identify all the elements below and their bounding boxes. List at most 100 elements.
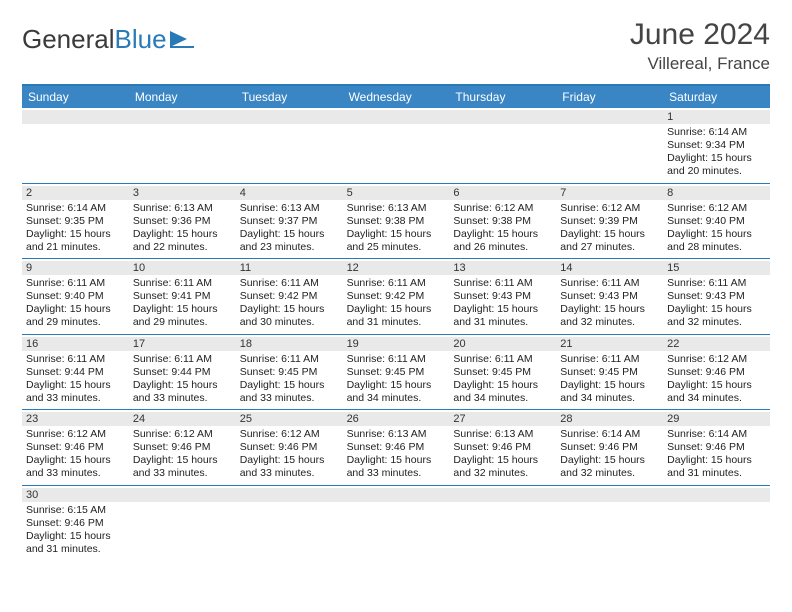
sunrise-text: Sunrise: 6:12 AM xyxy=(453,202,552,215)
daylight-text: and 31 minutes. xyxy=(667,467,766,480)
day-number: 1 xyxy=(663,110,770,124)
calendar-cell xyxy=(556,486,663,561)
daylight-text: Daylight: 15 hours xyxy=(26,303,125,316)
day-number: 16 xyxy=(22,337,129,351)
month-title: June 2024 xyxy=(630,18,770,52)
day-number: 22 xyxy=(663,337,770,351)
day-number: 20 xyxy=(449,337,556,351)
calendar-cell: 6Sunrise: 6:12 AMSunset: 9:38 PMDaylight… xyxy=(449,184,556,259)
week-row: 9Sunrise: 6:11 AMSunset: 9:40 PMDaylight… xyxy=(22,259,770,335)
day-number xyxy=(343,110,450,124)
daylight-text: and 23 minutes. xyxy=(240,241,339,254)
sunrise-text: Sunrise: 6:11 AM xyxy=(347,353,446,366)
sunrise-text: Sunrise: 6:11 AM xyxy=(26,277,125,290)
calendar-cell: 19Sunrise: 6:11 AMSunset: 9:45 PMDayligh… xyxy=(343,335,450,410)
daylight-text: Daylight: 15 hours xyxy=(133,379,232,392)
week-row: 16Sunrise: 6:11 AMSunset: 9:44 PMDayligh… xyxy=(22,335,770,411)
daylight-text: and 33 minutes. xyxy=(240,467,339,480)
daylight-text: Daylight: 15 hours xyxy=(453,303,552,316)
header: GeneralBlue June 2024 Villereal, France xyxy=(22,18,770,74)
calendar-cell: 24Sunrise: 6:12 AMSunset: 9:46 PMDayligh… xyxy=(129,410,236,485)
sunrise-text: Sunrise: 6:11 AM xyxy=(667,277,766,290)
sunset-text: Sunset: 9:38 PM xyxy=(453,215,552,228)
calendar-cell: 7Sunrise: 6:12 AMSunset: 9:39 PMDaylight… xyxy=(556,184,663,259)
day-number: 24 xyxy=(129,412,236,426)
daylight-text: Daylight: 15 hours xyxy=(240,454,339,467)
sunset-text: Sunset: 9:45 PM xyxy=(560,366,659,379)
sunrise-text: Sunrise: 6:14 AM xyxy=(667,126,766,139)
sunset-text: Sunset: 9:43 PM xyxy=(453,290,552,303)
calendar-cell: 2Sunrise: 6:14 AMSunset: 9:35 PMDaylight… xyxy=(22,184,129,259)
daylight-text: Daylight: 15 hours xyxy=(26,228,125,241)
calendar-cell: 1Sunrise: 6:14 AMSunset: 9:34 PMDaylight… xyxy=(663,108,770,183)
calendar-cell xyxy=(129,486,236,561)
sunrise-text: Sunrise: 6:14 AM xyxy=(667,428,766,441)
calendar-cell xyxy=(663,486,770,561)
calendar-cell xyxy=(22,108,129,183)
day-number xyxy=(22,110,129,124)
sunrise-text: Sunrise: 6:11 AM xyxy=(240,353,339,366)
logo-text-2: Blue xyxy=(115,24,167,55)
day-number: 26 xyxy=(343,412,450,426)
calendar-cell: 9Sunrise: 6:11 AMSunset: 9:40 PMDaylight… xyxy=(22,259,129,334)
sunrise-text: Sunrise: 6:12 AM xyxy=(667,353,766,366)
sunset-text: Sunset: 9:40 PM xyxy=(667,215,766,228)
week-row: 1Sunrise: 6:14 AMSunset: 9:34 PMDaylight… xyxy=(22,108,770,184)
sunset-text: Sunset: 9:42 PM xyxy=(347,290,446,303)
day-number: 25 xyxy=(236,412,343,426)
calendar-cell xyxy=(449,108,556,183)
daylight-text: Daylight: 15 hours xyxy=(133,303,232,316)
sunrise-text: Sunrise: 6:12 AM xyxy=(240,428,339,441)
day-number: 23 xyxy=(22,412,129,426)
daylight-text: Daylight: 15 hours xyxy=(667,228,766,241)
day-number: 2 xyxy=(22,186,129,200)
dayname: Saturday xyxy=(663,86,770,108)
sunrise-text: Sunrise: 6:11 AM xyxy=(560,277,659,290)
daylight-text: Daylight: 15 hours xyxy=(240,228,339,241)
day-number: 18 xyxy=(236,337,343,351)
daylight-text: Daylight: 15 hours xyxy=(560,454,659,467)
daylight-text: and 31 minutes. xyxy=(26,543,125,556)
sunset-text: Sunset: 9:46 PM xyxy=(26,441,125,454)
weeks-container: 1Sunrise: 6:14 AMSunset: 9:34 PMDaylight… xyxy=(22,108,770,560)
daylight-text: Daylight: 15 hours xyxy=(667,454,766,467)
daylight-text: and 21 minutes. xyxy=(26,241,125,254)
daylight-text: Daylight: 15 hours xyxy=(240,303,339,316)
sunset-text: Sunset: 9:46 PM xyxy=(560,441,659,454)
sunset-text: Sunset: 9:40 PM xyxy=(26,290,125,303)
calendar-cell xyxy=(236,486,343,561)
flag-icon xyxy=(169,24,195,55)
logo: GeneralBlue xyxy=(22,24,195,55)
calendar-cell: 16Sunrise: 6:11 AMSunset: 9:44 PMDayligh… xyxy=(22,335,129,410)
sunset-text: Sunset: 9:34 PM xyxy=(667,139,766,152)
daylight-text: and 32 minutes. xyxy=(667,316,766,329)
dayname: Tuesday xyxy=(236,86,343,108)
daylight-text: Daylight: 15 hours xyxy=(133,228,232,241)
daylight-text: Daylight: 15 hours xyxy=(560,303,659,316)
dayname: Wednesday xyxy=(343,86,450,108)
daylight-text: and 27 minutes. xyxy=(560,241,659,254)
title-block: June 2024 Villereal, France xyxy=(630,18,770,74)
sunset-text: Sunset: 9:41 PM xyxy=(133,290,232,303)
sunset-text: Sunset: 9:36 PM xyxy=(133,215,232,228)
calendar-cell: 30Sunrise: 6:15 AMSunset: 9:46 PMDayligh… xyxy=(22,486,129,561)
sunset-text: Sunset: 9:43 PM xyxy=(667,290,766,303)
daylight-text: and 34 minutes. xyxy=(453,392,552,405)
sunrise-text: Sunrise: 6:11 AM xyxy=(347,277,446,290)
daylight-text: Daylight: 15 hours xyxy=(667,379,766,392)
day-number xyxy=(236,488,343,502)
sunset-text: Sunset: 9:45 PM xyxy=(347,366,446,379)
logo-text-1: General xyxy=(22,24,115,55)
daylight-text: and 34 minutes. xyxy=(347,392,446,405)
sunrise-text: Sunrise: 6:14 AM xyxy=(560,428,659,441)
daylight-text: and 32 minutes. xyxy=(560,467,659,480)
daylight-text: Daylight: 15 hours xyxy=(26,454,125,467)
sunrise-text: Sunrise: 6:15 AM xyxy=(26,504,125,517)
sunset-text: Sunset: 9:35 PM xyxy=(26,215,125,228)
calendar-cell: 8Sunrise: 6:12 AMSunset: 9:40 PMDaylight… xyxy=(663,184,770,259)
daylight-text: Daylight: 15 hours xyxy=(347,303,446,316)
calendar-cell: 22Sunrise: 6:12 AMSunset: 9:46 PMDayligh… xyxy=(663,335,770,410)
daylight-text: and 26 minutes. xyxy=(453,241,552,254)
calendar-cell xyxy=(129,108,236,183)
dayname-row: Sunday Monday Tuesday Wednesday Thursday… xyxy=(22,86,770,108)
